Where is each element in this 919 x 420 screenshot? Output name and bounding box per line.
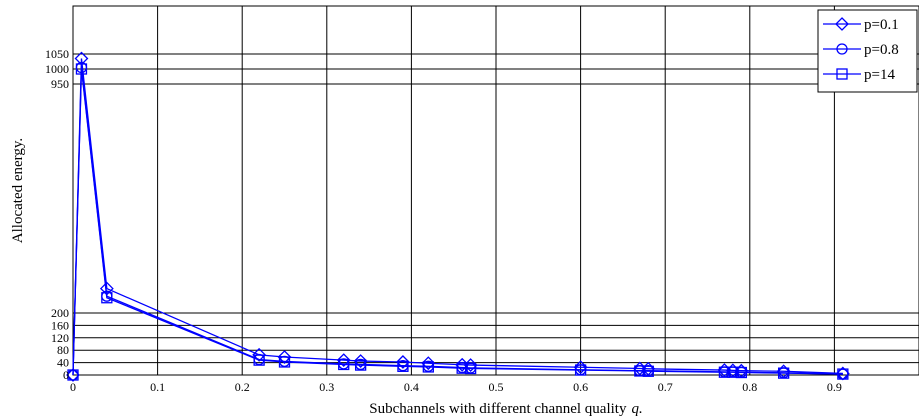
y-tick-label: 950 [51,77,69,91]
data-point [67,369,79,381]
y-tick-label: 40 [57,356,69,370]
x-tick-label: 0 [70,380,76,394]
data-point [642,365,654,377]
x-tick-label: 0.3 [319,380,334,394]
legend-label: p=0.8 [864,42,899,58]
series-line [72,68,843,376]
y-tick-label: 120 [51,331,69,345]
legend-item: p=0.8 [823,42,899,58]
y-tick-label: 80 [57,343,69,357]
data-point [278,356,291,368]
data-point [727,366,739,378]
legend: p=0.1 p=0.8 p=14 [817,9,918,93]
legend-marker [835,17,849,31]
x-tick-label: 0.1 [150,380,165,394]
x-tick-label: 0.2 [235,380,250,394]
legend-item: p=14 [823,67,895,83]
data-point [718,366,731,378]
data-point [101,292,113,304]
legend-label: p=0.1 [864,17,899,33]
x-tick-label: 0.4 [404,380,419,394]
legend-marker [836,68,848,80]
legend-item: p=0.1 [823,17,899,33]
data-point [338,358,350,371]
data-point [397,360,409,372]
data-point [253,354,265,366]
y-tick-label: 200 [51,306,69,320]
x-axis-label-text: Subchannels with different channel quali… [369,401,627,417]
x-tick-label: 0.5 [489,380,504,394]
series-group [66,51,850,382]
y-tick-label: 0 [63,368,69,382]
data-point [735,366,747,379]
grid-lines [72,6,919,376]
legend-label: p=14 [864,67,895,83]
data-point [464,362,477,375]
data-point [837,368,849,380]
data-point [574,364,587,376]
y-axis-label: Allocated energy. [10,138,26,243]
data-point [456,362,468,374]
x-tick-label: 0.8 [742,380,757,394]
x-axis-label: Subchannels with different channel quali… [369,401,642,417]
y-tick-label: 1050 [45,47,69,61]
x-tick-label: 0.6 [573,380,588,394]
data-point [353,354,368,368]
x-tick-label: 0.9 [827,380,842,394]
data-point [422,361,434,373]
y-tick-label: 160 [51,318,69,332]
data-point [354,359,367,371]
data-point [777,367,790,379]
data-point [252,347,267,362]
data-point [336,353,351,368]
data-point [634,365,646,377]
legend-marker [836,43,848,55]
data-point [75,63,88,75]
data-point [396,355,410,369]
x-tick-label: 0.7 [658,380,673,394]
data-point [421,356,436,371]
x-tick-labels: 0 0.1 0.2 0.3 0.4 0.5 0.6 0.7 0.8 0.9 [70,380,842,394]
data-point [277,350,292,364]
y-tick-label: 1000 [45,62,69,76]
series-square [67,63,849,381]
x-axis-label-var: q. [631,401,642,417]
